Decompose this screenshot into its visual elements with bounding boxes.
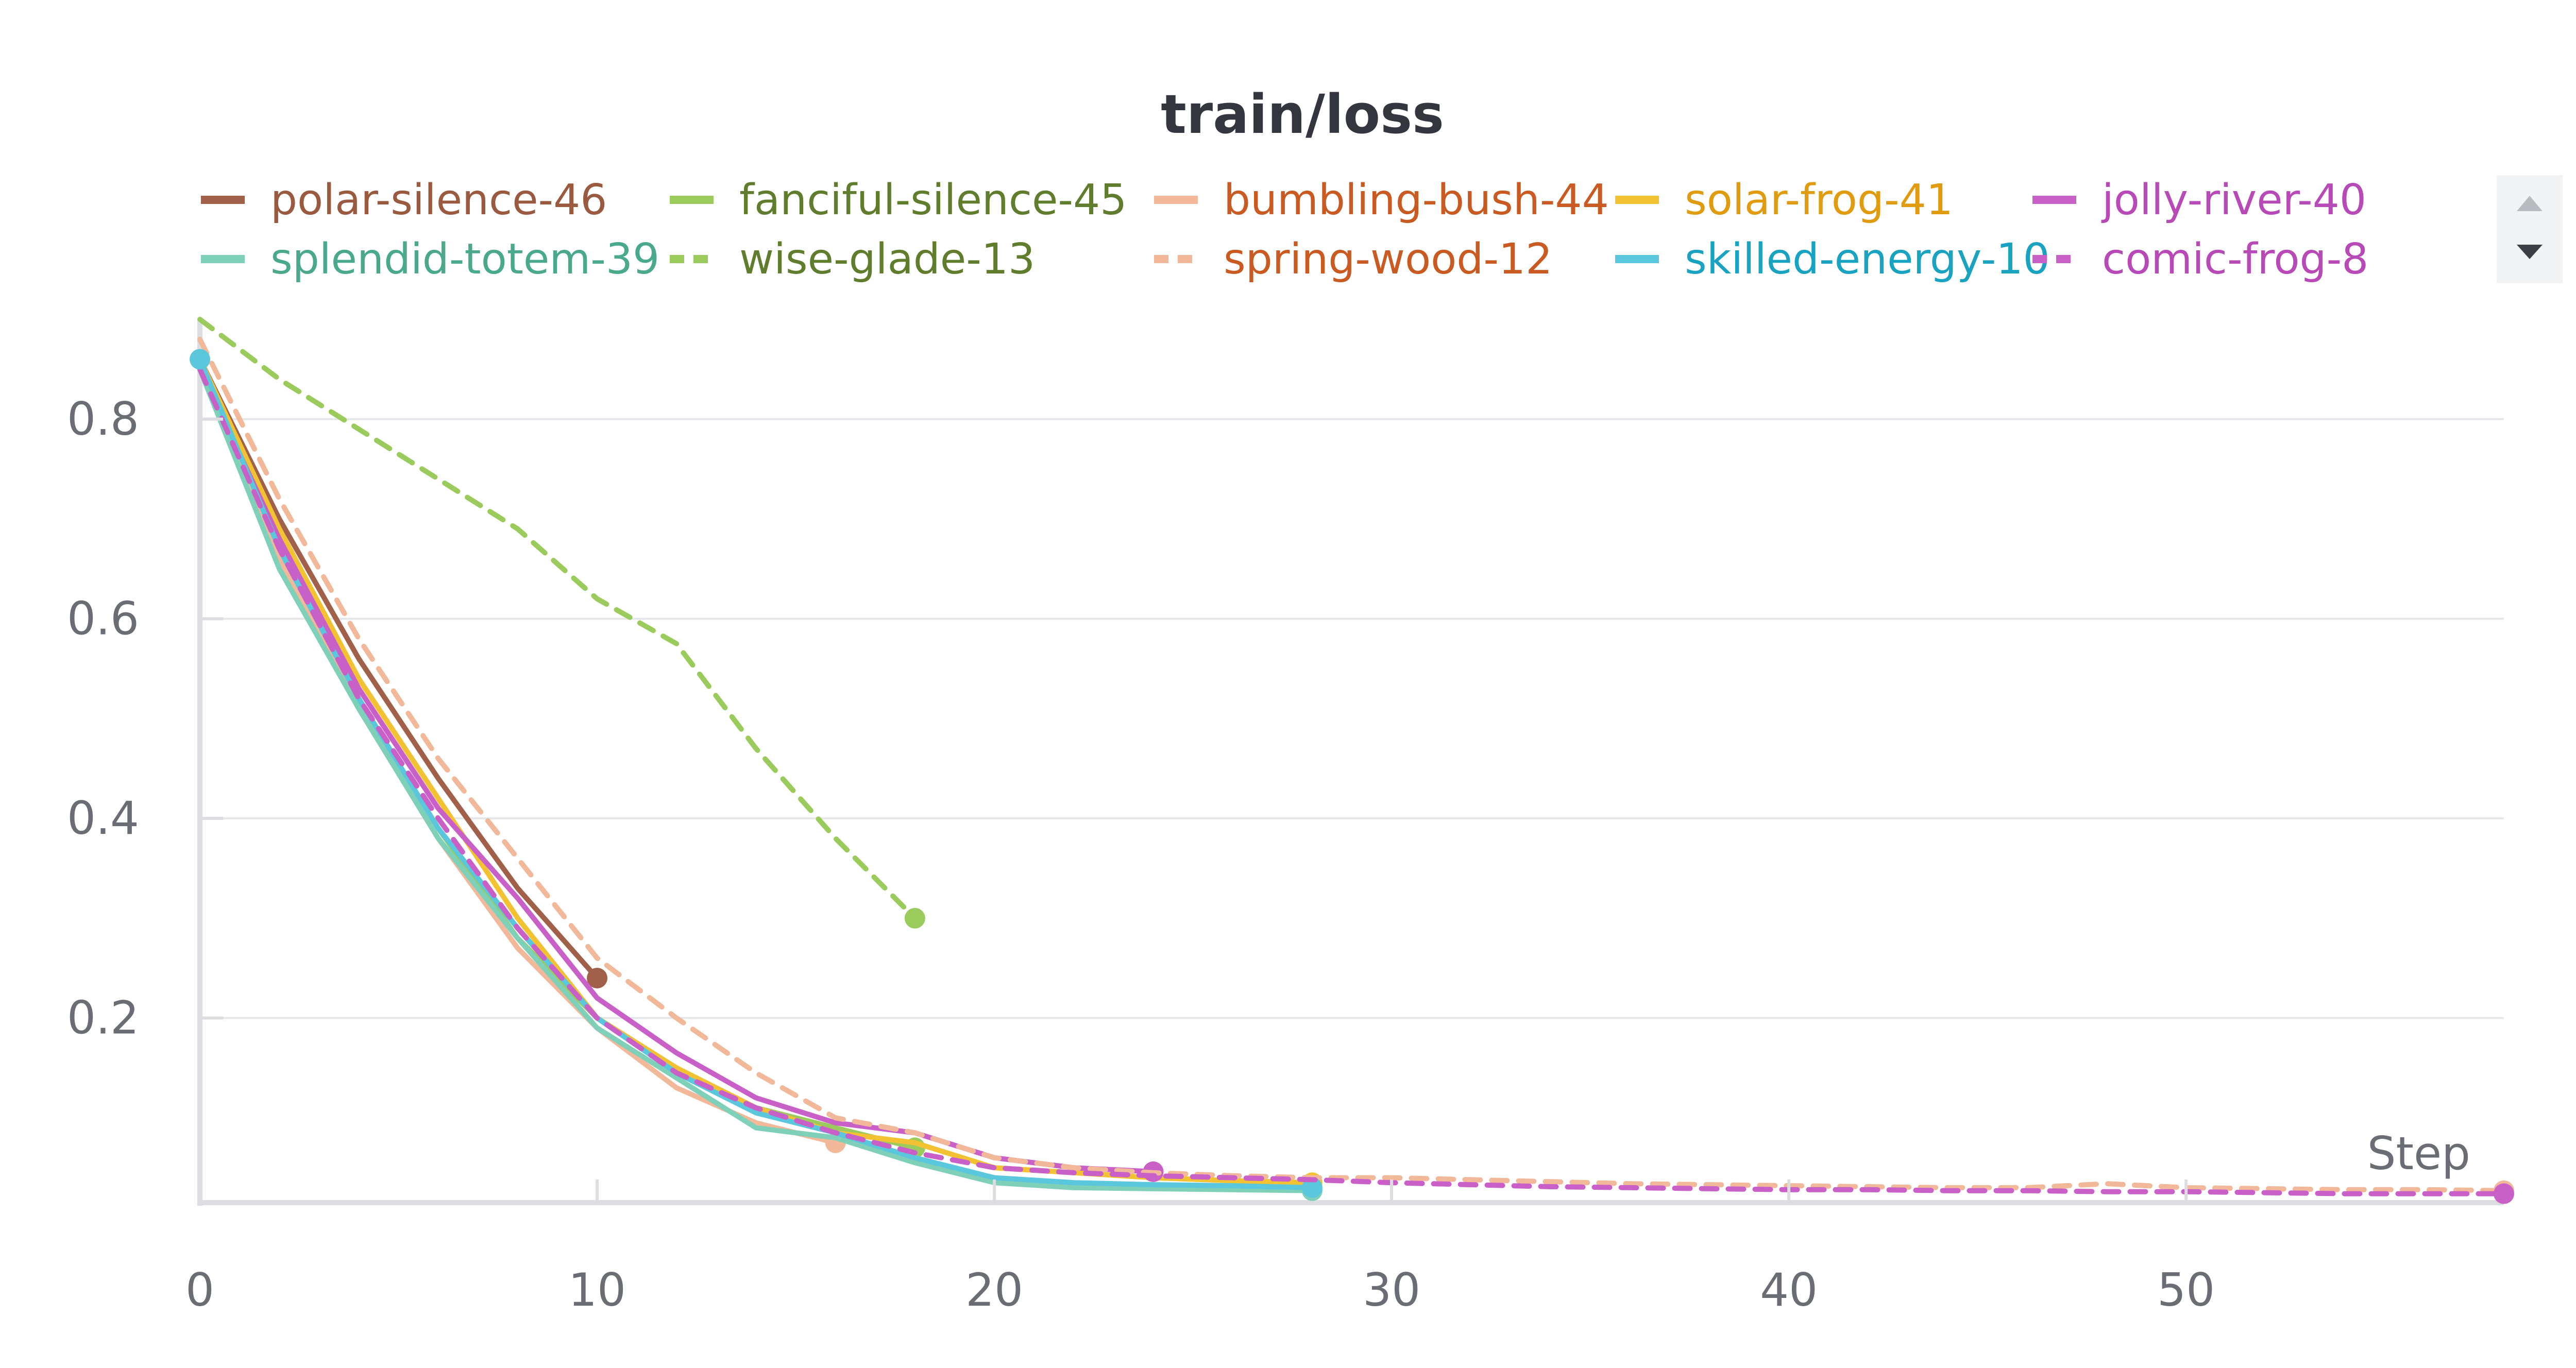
legend-label: polar-silence-46 (270, 176, 607, 225)
legend-label: solar-frog-41 (1685, 176, 1953, 225)
x-tick-label: 0 (185, 1263, 214, 1316)
axes (197, 319, 2504, 1206)
series-skilled-energy-10 (197, 356, 1323, 1198)
series-line (197, 366, 1156, 1174)
series-end-point (587, 967, 608, 988)
x-tick-label: 30 (1363, 1263, 1420, 1316)
series-line (197, 356, 1315, 1190)
legend-item[interactable]: fanciful-silence-45 (670, 176, 1127, 225)
legend-label: comic-frog-8 (2102, 235, 2368, 284)
legend-item[interactable]: comic-frog-8 (2032, 235, 2368, 284)
series-line (197, 317, 918, 921)
legend-item[interactable]: wise-glade-13 (670, 235, 1035, 284)
series-line (197, 336, 2506, 1193)
chart-title: train/loss (1161, 83, 1444, 146)
series-line (197, 366, 2506, 1196)
legend-scroll[interactable] (2497, 175, 2563, 283)
series-spring-wood-12 (197, 336, 2514, 1201)
series-line (197, 356, 600, 981)
series-line (197, 356, 1315, 1186)
legend-item[interactable]: skilled-energy-10 (1615, 235, 2050, 284)
x-tick-label: 50 (2157, 1263, 2215, 1316)
grid (200, 418, 2504, 1019)
x-tick-label: 20 (965, 1263, 1023, 1316)
x-axis-label: Step (2367, 1127, 2470, 1180)
legend-label: skilled-energy-10 (1685, 235, 2050, 284)
series-jolly-river-40 (197, 366, 1164, 1182)
y-tick-label: 0.2 (67, 991, 139, 1044)
series-end-point (904, 908, 925, 929)
series-end-point (2494, 1183, 2514, 1204)
legend-label: wise-glade-13 (739, 235, 1035, 284)
series-line (197, 366, 838, 1145)
series-bumbling-bush-44 (197, 366, 846, 1153)
scroll-down-icon[interactable] (2517, 245, 2543, 259)
legend-item[interactable]: spring-wood-12 (1154, 235, 1552, 284)
series-end-point (1301, 1177, 1323, 1198)
legend-item[interactable]: splendid-totem-39 (201, 235, 659, 284)
y-tick-label: 0.6 (67, 592, 139, 645)
legend-item[interactable]: solar-frog-41 (1615, 176, 1953, 225)
x-tick-label: 10 (568, 1263, 626, 1316)
series-start-point (190, 349, 210, 370)
scroll-up-icon[interactable] (2517, 196, 2543, 211)
legend-label: splendid-totem-39 (270, 235, 659, 284)
legend-item[interactable]: polar-silence-46 (201, 176, 607, 225)
legend-scroll-background (2497, 175, 2563, 283)
tick-labels: 0 10 20 30 40 50 0.2 0.4 0.6 0.8 (67, 392, 2215, 1316)
legend-label: bumbling-bush-44 (1224, 176, 1609, 225)
series-solar-frog-41 (197, 356, 1323, 1193)
legend-label: spring-wood-12 (1224, 235, 1552, 284)
legend-item[interactable]: bumbling-bush-44 (1154, 176, 1609, 225)
legend-label: jolly-river-40 (2101, 176, 2366, 225)
y-tick-label: 0.4 (67, 792, 139, 845)
series-polar-silence-46 (197, 356, 608, 988)
series-comic-frog-8 (197, 366, 2514, 1204)
legend-item[interactable]: jolly-river-40 (2032, 176, 2366, 225)
legend: polar-silence-46 fanciful-silence-45 bumbl… (201, 176, 2368, 284)
series-wise-glade-13 (197, 317, 925, 929)
x-tick-label: 40 (1760, 1263, 1818, 1316)
y-tick-label: 0.8 (67, 392, 139, 446)
series-fanciful-silence-45 (197, 366, 925, 1158)
series-line (197, 366, 1315, 1193)
series-line (197, 366, 918, 1151)
legend-label: fanciful-silence-45 (739, 176, 1127, 225)
series-layer (190, 317, 2514, 1204)
